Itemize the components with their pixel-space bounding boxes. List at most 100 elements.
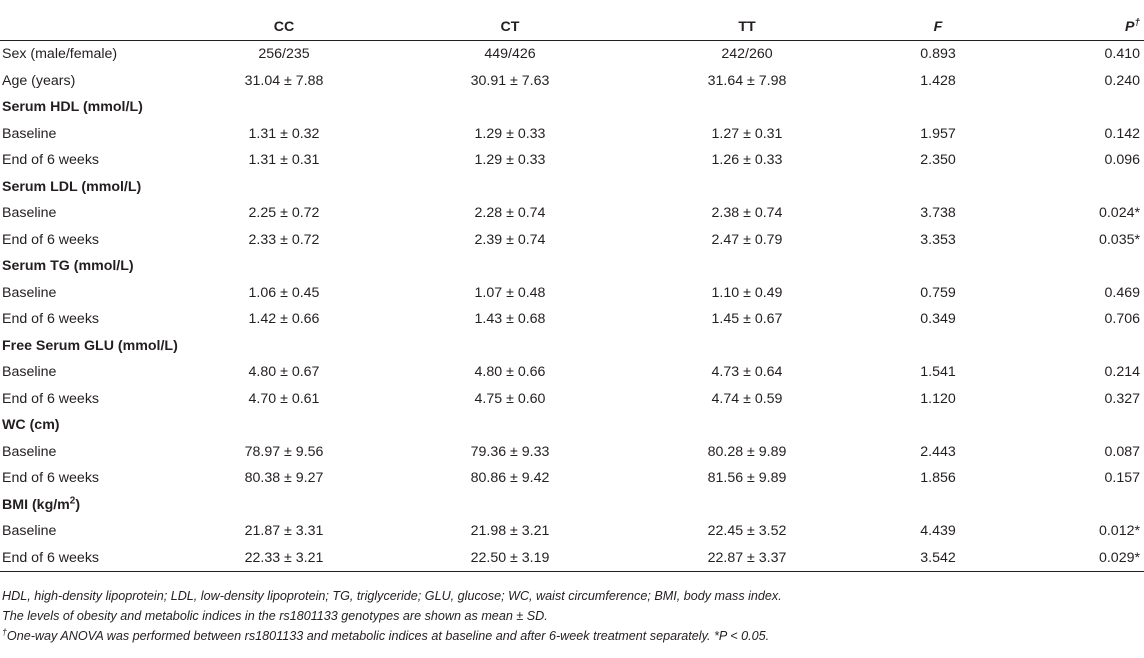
section-row: Free Serum GLU (mmol/L) <box>0 333 1144 360</box>
p-value: 0.012* <box>1098 523 1140 540</box>
cc-value <box>178 94 390 121</box>
row-label-text: Baseline <box>2 125 57 142</box>
header-f: F <box>864 13 1012 41</box>
section-label: Serum LDL (mmol/L) <box>0 174 178 201</box>
p-value: 0.214 <box>1104 364 1140 381</box>
ct-value <box>390 253 630 280</box>
table-row: Age (years) 31.04 ± 7.88 30.91 ± 7.63 31.64… <box>0 68 1144 95</box>
ct-value: 2.28 ± 0.74 <box>474 205 546 222</box>
table-row: Baseline 2.25 ± 0.72 2.28 ± 0.74 2.38 ± 0.7… <box>0 200 1144 227</box>
section-row: Serum HDL (mmol/L) <box>0 94 1144 121</box>
p-value: 0.410 <box>1104 46 1140 63</box>
p-value <box>1012 174 1144 201</box>
p-value: 0.087 <box>1104 443 1140 460</box>
section-row: WC (cm) <box>0 412 1144 439</box>
row-label: Baseline <box>0 518 178 545</box>
tt-value: 4.73 ± 0.64 <box>711 364 783 381</box>
tt-value: 1.10 ± 0.49 <box>711 284 783 301</box>
row-label: Age (years) <box>0 68 178 95</box>
f-value <box>864 94 1012 121</box>
ct-value: 80.86 ± 9.42 <box>470 470 550 487</box>
cc-value: 2.33 ± 0.72 <box>248 231 320 248</box>
cc-value: 22.33 ± 3.21 <box>178 544 390 572</box>
row-label-text: Baseline <box>2 443 57 460</box>
f-value: 0.759 <box>920 284 956 301</box>
tt-value: 2.38 ± 0.74 <box>711 205 783 222</box>
cc-value: 2.25 ± 0.72 <box>248 205 320 222</box>
table-row: Baseline 1.06 ± 0.45 1.07 ± 0.48 1.10 ± 0.4… <box>0 280 1144 307</box>
p-value: 0.035* <box>1098 231 1140 248</box>
p-value: 0.024* <box>1098 205 1140 222</box>
p-value <box>1012 492 1144 519</box>
tt-value: 22.45 ± 3.52 <box>707 523 787 540</box>
ct-value: 21.98 ± 3.21 <box>470 523 550 540</box>
footnote-anova: †One-way ANOVA was performed between rs1… <box>2 626 1132 646</box>
row-label: End of 6 weeks <box>0 306 178 333</box>
row-label: Baseline <box>0 439 178 466</box>
cc-value: 4.70 ± 0.61 <box>248 390 320 407</box>
f-value: 3.738 <box>920 205 956 222</box>
table-row: End of 6 weeks 1.42 ± 0.66 1.43 ± 0.68 1.45… <box>0 306 1144 333</box>
table-row: Baseline 21.87 ± 3.31 21.98 ± 3.21 22.45 ± … <box>0 518 1144 545</box>
section-label: Serum HDL (mmol/L) <box>0 94 178 121</box>
genotype-metabolic-table: CC CT TT F P† Sex (male/female) 256/235 44… <box>0 13 1144 572</box>
row-label: End of 6 weeks <box>0 227 178 254</box>
f-value: 0.349 <box>920 311 956 328</box>
row-label-text: End of 6 weeks <box>2 549 100 566</box>
ct-value: 22.50 ± 3.19 <box>390 544 630 572</box>
f-value: 1.957 <box>920 125 956 142</box>
ct-value <box>390 174 630 201</box>
ct-value <box>390 492 630 519</box>
tt-value <box>630 174 864 201</box>
tt-value: 81.56 ± 9.89 <box>707 470 787 487</box>
table-row: End of 6 weeks 22.33 ± 3.21 22.50 ± 3.19 22… <box>0 544 1144 572</box>
f-value <box>864 253 1012 280</box>
table-row: Baseline 1.31 ± 0.32 1.29 ± 0.33 1.27 ± 0.3… <box>0 121 1144 148</box>
section-row: Serum LDL (mmol/L) <box>0 174 1144 201</box>
tt-value: 1.26 ± 0.33 <box>711 152 783 169</box>
cc-value <box>178 333 390 360</box>
f-value: 1.428 <box>920 72 956 89</box>
tt-value: 80.28 ± 9.89 <box>707 443 787 460</box>
section-row: Serum TG (mmol/L) <box>0 253 1144 280</box>
cc-value: 1.31 ± 0.31 <box>248 152 320 169</box>
tt-value <box>630 333 864 360</box>
tt-value: 1.27 ± 0.31 <box>711 125 783 142</box>
ct-value <box>390 412 630 439</box>
header-ct: CT <box>390 13 630 41</box>
row-label-text: Serum HDL (mmol/L) <box>2 99 143 116</box>
cc-value: 1.31 ± 0.32 <box>248 125 320 142</box>
f-value: 3.353 <box>920 231 956 248</box>
row-label-text: End of 6 weeks <box>2 470 100 487</box>
footnote-dagger: † <box>2 626 7 637</box>
ct-value: 1.29 ± 0.33 <box>474 125 546 142</box>
row-label-text: BMI (kg/m <box>2 496 70 513</box>
p-value: 0.157 <box>1104 470 1140 487</box>
footnote-abbreviations: HDL, high-density lipoprotein; LDL, low-… <box>2 589 782 603</box>
f-value <box>864 174 1012 201</box>
row-label-text: Sex (male/female) <box>2 46 118 63</box>
cc-value: 78.97 ± 9.56 <box>244 443 324 460</box>
row-label-text: Free Serum GLU (mmol/L) <box>2 337 178 354</box>
row-label-text: Age (years) <box>2 72 76 89</box>
f-value: 1.541 <box>920 364 956 381</box>
row-label-tail: ) <box>75 496 81 513</box>
p-value: 0.142 <box>1104 125 1140 142</box>
tt-value <box>630 412 864 439</box>
row-label: Baseline <box>0 280 178 307</box>
cc-value <box>178 412 390 439</box>
tt-value: 31.64 ± 7.98 <box>707 72 787 89</box>
table-footnotes: HDL, high-density lipoprotein; LDL, low-… <box>2 586 1132 646</box>
tt-value: 2.47 ± 0.79 <box>711 231 783 248</box>
row-label-text: Baseline <box>2 523 57 540</box>
cc-value <box>178 174 390 201</box>
row-label: End of 6 weeks <box>0 386 178 413</box>
header-p-letter: P <box>1125 18 1135 35</box>
row-label: End of 6 weeks <box>0 147 178 174</box>
row-label: End of 6 weeks <box>0 465 178 492</box>
p-value: 0.706 <box>1104 311 1140 328</box>
cc-value: 1.42 ± 0.66 <box>248 311 320 328</box>
section-label: BMI (kg/m2) <box>0 492 178 519</box>
table-row: Baseline 78.97 ± 9.56 79.36 ± 9.33 80.28 ± … <box>0 439 1144 466</box>
